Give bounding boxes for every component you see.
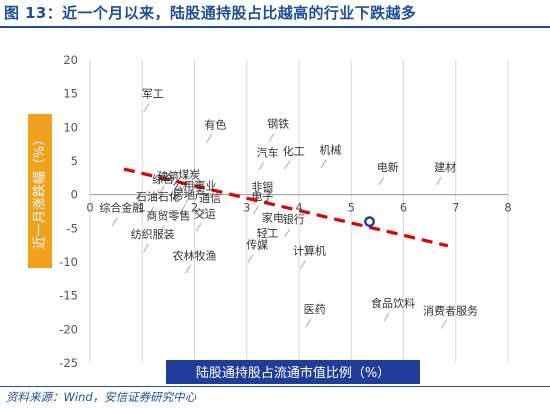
leader-line-16 xyxy=(253,205,259,215)
leader-line-8 xyxy=(153,188,160,198)
y-axis-label-group: 近一月涨跌幅（%） xyxy=(28,114,52,268)
x-tick-label-4: 4 xyxy=(295,201,302,215)
leader-line-24 xyxy=(247,254,254,263)
point-label-25: 计算机 xyxy=(293,244,326,258)
y-tick-label-7: -15 xyxy=(59,289,78,303)
x-axis-ticks: 0 1 2 3 4 5 6 7 8 xyxy=(86,201,511,215)
leader-line-14 xyxy=(179,204,186,213)
leader-line-20 xyxy=(263,227,270,236)
x-axis-label: 陆股通持股占流通市值比例（%） xyxy=(196,365,390,381)
leader-line-25 xyxy=(300,260,306,269)
leader-line-1 xyxy=(205,134,212,143)
point-label-12: 建材 xyxy=(434,160,456,174)
x-axis-label-background xyxy=(166,360,420,384)
trendline xyxy=(123,167,449,248)
y-tick-label-8: -20 xyxy=(59,322,78,336)
source-note: 资料来源：Wind，安信证券研究中心 xyxy=(6,390,197,404)
point-label-15: 通信 xyxy=(199,192,221,205)
y-axis-label: 近一月涨跌幅（%） xyxy=(32,133,48,249)
leader-line-9 xyxy=(185,195,191,204)
y-tick-label-6: -10 xyxy=(59,255,78,269)
leader-line-4 xyxy=(284,160,291,170)
point-label-27: 医药 xyxy=(304,303,326,316)
leader-line-15 xyxy=(200,207,207,217)
leader-line-18 xyxy=(158,225,165,234)
leader-line-27 xyxy=(305,318,312,328)
title-underline xyxy=(0,26,550,28)
point-label-13: 石油石化 xyxy=(136,190,180,204)
leader-line-11 xyxy=(378,176,385,186)
leader-line-0 xyxy=(143,103,150,112)
y-tick-label-4: 0 xyxy=(71,188,78,202)
x-tick-label-6: 6 xyxy=(400,201,407,215)
point-label-10: 非银 xyxy=(251,180,273,194)
vertical-gridlines xyxy=(89,60,509,363)
y-tick-label-0: 20 xyxy=(63,53,78,67)
point-label-0: 军工 xyxy=(142,88,164,101)
point-label-23: 纺织服装 xyxy=(131,227,175,241)
y-axis-ticks: 20 15 10 5 0 -5 -10 -15 -20 -25 xyxy=(59,53,78,370)
y-axis-label-background xyxy=(28,114,52,268)
x-tick-label-2: 2 xyxy=(191,201,198,215)
leader-line-2 xyxy=(268,133,275,142)
leader-line-6 xyxy=(158,185,165,195)
point-label-19: 交运 xyxy=(194,207,216,221)
leader-line-3 xyxy=(258,162,265,171)
point-label-1: 有色 xyxy=(204,118,226,132)
leader-line-26 xyxy=(185,265,191,274)
point-label-29: 消费者服务 xyxy=(423,304,478,318)
point-label-6: 建筑 xyxy=(157,169,179,183)
leader-line-23 xyxy=(143,243,150,253)
x-tick-label-1: 1 xyxy=(139,201,146,215)
x-tick-label-8: 8 xyxy=(504,201,511,215)
x-tick-label-5: 5 xyxy=(348,201,355,215)
point-label-11: 电新 xyxy=(377,160,399,174)
label-leader-lines xyxy=(111,103,447,329)
trendline-group xyxy=(123,167,449,248)
x-tick-label-0: 0 xyxy=(86,201,93,215)
x-tick-label-7: 7 xyxy=(452,201,459,215)
point-label-7: 煤炭 xyxy=(178,169,200,182)
leader-line-29 xyxy=(441,320,447,329)
point-label-8: 综合 xyxy=(152,172,174,186)
point-label-14: 房地产 xyxy=(173,188,206,202)
point-label-17: 综合金融 xyxy=(99,201,143,215)
leader-line-19 xyxy=(195,223,202,232)
x-axis-label-group: 陆股通持股占流通市值比例（%） xyxy=(166,360,420,384)
y-tick-label-1: 15 xyxy=(63,87,78,101)
point-label-20: 家电 xyxy=(262,211,284,225)
highlight-point xyxy=(364,216,375,228)
point-label-9: 公用事业 xyxy=(173,179,217,192)
leader-line-12 xyxy=(435,176,442,186)
point-label-18: 商贸零售 xyxy=(146,209,190,223)
point-label-4: 化工 xyxy=(283,144,305,158)
leader-line-17 xyxy=(111,217,118,226)
leader-line-5 xyxy=(320,159,327,168)
point-label-21: 银行 xyxy=(283,212,305,226)
source-rule xyxy=(0,386,550,387)
x-tick-label-3: 3 xyxy=(243,201,250,215)
point-label-26: 农林牧渔 xyxy=(173,248,217,262)
point-label-5: 机械 xyxy=(319,143,341,157)
point-label-2: 钢铁 xyxy=(267,117,289,130)
leader-line-21 xyxy=(284,228,291,238)
point-label-28: 食品饮料 xyxy=(371,296,415,310)
point-label-16: 电子 xyxy=(251,190,273,203)
leader-line-7 xyxy=(179,184,186,193)
point-label-22: 轻工 xyxy=(257,226,279,240)
leader-line-28 xyxy=(383,312,390,322)
point-label-3: 汽车 xyxy=(257,145,279,159)
y-tick-label-2: 10 xyxy=(63,120,78,134)
y-tick-label-9: -25 xyxy=(59,356,78,370)
leader-line-22 xyxy=(258,242,265,252)
point-label-24: 传媒 xyxy=(246,239,268,252)
leader-line-13 xyxy=(148,206,155,215)
figure-title: 图 13：近一个月以来，陆股通持股占比越高的行业下跌越多 xyxy=(4,4,417,22)
y-tick-label-3: 5 xyxy=(71,154,78,168)
y-tick-label-5: -5 xyxy=(67,221,78,235)
